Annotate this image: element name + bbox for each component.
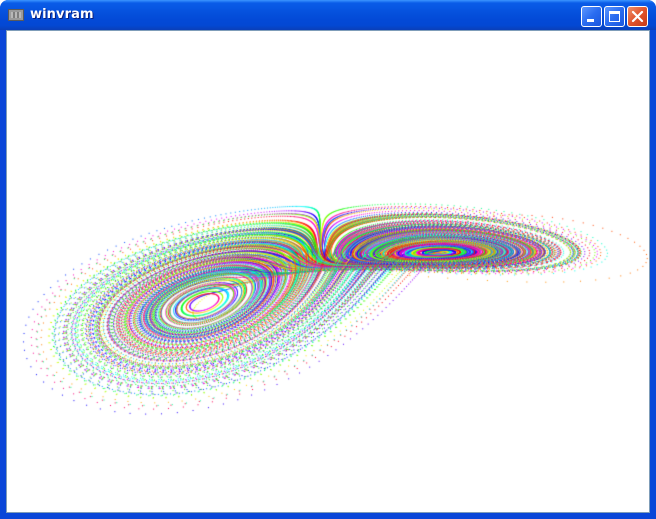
app-window-icon[interactable] [8,9,24,21]
drawing-area[interactable] [6,30,650,513]
title-bar[interactable]: winvram [0,0,656,30]
close-button[interactable] [627,6,648,27]
close-icon [631,10,644,23]
lorenz-attractor-plot [7,31,649,512]
minimize-button[interactable] [581,6,602,27]
maximize-icon [609,11,620,22]
minimize-icon [587,19,594,22]
maximize-button[interactable] [604,6,625,27]
window-title: winvram [30,7,94,22]
